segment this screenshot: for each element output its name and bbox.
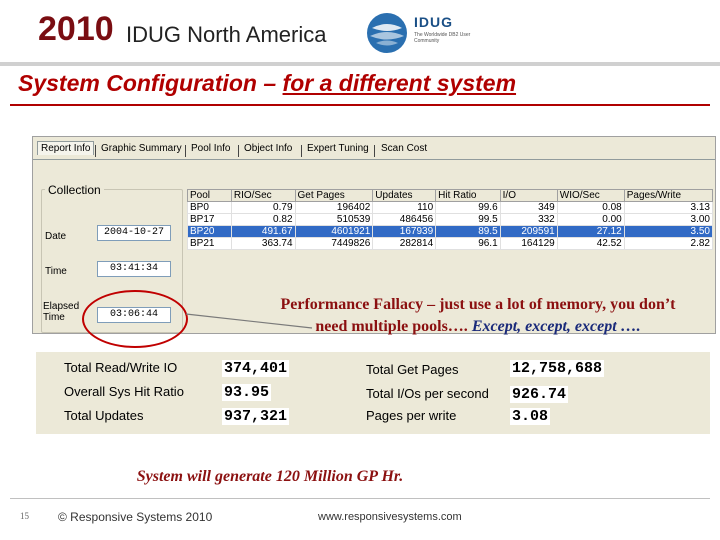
total-updates-label: Total Updates — [64, 408, 144, 423]
total-rw-io-label: Total Read/Write IO — [64, 360, 178, 375]
slide-title-sub: for a different system — [282, 70, 517, 96]
column-header-pool[interactable]: Pool — [187, 189, 232, 202]
conference-year: 2010 — [38, 10, 114, 48]
performance-note-except: Except, except, except …. — [471, 318, 641, 335]
pages-per-write-label: Pages per write — [366, 408, 457, 423]
cell-pool: BP21 — [187, 237, 232, 250]
copyright-text: © Responsive Systems 2010 — [58, 510, 213, 524]
cell-io: 164129 — [499, 237, 558, 250]
performance-note-line1: Performance Fallacy – just use a lot of … — [280, 296, 676, 313]
cell-hit-ratio: 96.1 — [435, 237, 501, 250]
time-field[interactable]: 03:41:34 — [97, 261, 171, 277]
total-get-pages-value: 12,758,688 — [510, 360, 605, 377]
performance-note-line2a: need multiple pools…. — [315, 318, 472, 335]
date-field[interactable]: 2004-10-27 — [97, 225, 171, 241]
idug-logo-text: IDUG — [414, 14, 453, 30]
cell-rio-sec: 363.74 — [230, 237, 296, 250]
overall-hit-ratio-value: 93.95 — [222, 384, 272, 401]
cell-pool: BP0 — [187, 201, 232, 214]
tab-expert-tuning[interactable]: Expert Tuning — [307, 143, 369, 154]
title-underline — [10, 66, 710, 106]
collection-title: Collection — [45, 183, 104, 197]
page-number: 15 — [20, 511, 29, 521]
slide-title: System Configuration – for a different s… — [18, 70, 516, 97]
total-updates-value: 937,321 — [222, 408, 290, 425]
buffer-pool-grid: Pool RIO/Sec Get Pages Updates Hit Ratio… — [187, 189, 715, 250]
header-divider — [0, 62, 720, 66]
report-window: Report Info Graphic Summary Pool Info Ob… — [32, 136, 716, 334]
total-rw-io-value: 374,401 — [222, 360, 290, 377]
column-header-rio-sec[interactable]: RIO/Sec — [230, 189, 296, 202]
cell-pages-write: 3.50 — [623, 225, 714, 238]
cell-pool: BP20 — [187, 225, 232, 238]
tab-object-info[interactable]: Object Info — [244, 143, 293, 154]
tab-pool-info[interactable]: Pool Info — [191, 143, 231, 154]
total-get-pages-label: Total Get Pages — [366, 362, 459, 377]
cell-hit-ratio: 89.5 — [435, 225, 501, 238]
elapsed-label: Elapsed — [43, 301, 80, 312]
column-header-hit-ratio[interactable]: Hit Ratio — [435, 189, 501, 202]
idug-globe-logo-icon — [367, 13, 407, 53]
time-label: Time — [45, 266, 67, 277]
elapsed-label-2: Time — [43, 312, 65, 323]
slide-title-main: System Configuration – — [18, 70, 283, 96]
tab-separator — [374, 145, 375, 157]
cell-updates: 282814 — [372, 237, 437, 250]
elapsed-time-highlight-circle — [82, 290, 188, 348]
tab-separator — [301, 145, 302, 157]
tab-report-info[interactable]: Report Info — [37, 141, 95, 155]
date-label: Date — [45, 231, 67, 242]
tab-separator — [95, 145, 96, 157]
conference-name: IDUG North America — [126, 22, 327, 47]
performance-note-line2: need multiple pools…. Except, except, ex… — [250, 316, 706, 338]
cell-pages-write: 2.82 — [623, 237, 714, 250]
tab-separator — [185, 145, 186, 157]
tab-strip-border — [33, 159, 715, 160]
table-row[interactable]: BP21 363.74 7449826 282814 96.1 164129 4… — [187, 237, 714, 250]
column-header-pages-write[interactable]: Pages/Write — [623, 189, 714, 202]
summary-stats-panel: Total Read/Write IO 374,401 Overall Sys … — [36, 352, 710, 434]
tab-graphic-summary[interactable]: Graphic Summary — [101, 143, 182, 154]
pages-per-write-value: 3.08 — [510, 408, 551, 425]
total-io-per-second-value: 926.74 — [510, 386, 569, 403]
total-io-per-second-label: Total I/Os per second — [366, 386, 489, 401]
gp-generation-note: System will generate 120 Million GP Hr. — [136, 468, 404, 485]
tab-separator — [238, 145, 239, 157]
website-url[interactable]: www.responsivesystems.com — [318, 511, 462, 523]
performance-fallacy-note: Performance Fallacy – just use a lot of … — [250, 294, 706, 338]
tab-scan-cost[interactable]: Scan Cost — [381, 143, 428, 154]
idug-logo-tagline: The Worldwide DB2 User Community — [414, 32, 471, 44]
table-row[interactable]: BP0 0.79 196402 110 99.6 349 0.08 3.13 — [187, 201, 714, 214]
overall-hit-ratio-label: Overall Sys Hit Ratio — [64, 384, 184, 399]
cell-io: 209591 — [499, 225, 558, 238]
footer-divider — [10, 498, 710, 499]
